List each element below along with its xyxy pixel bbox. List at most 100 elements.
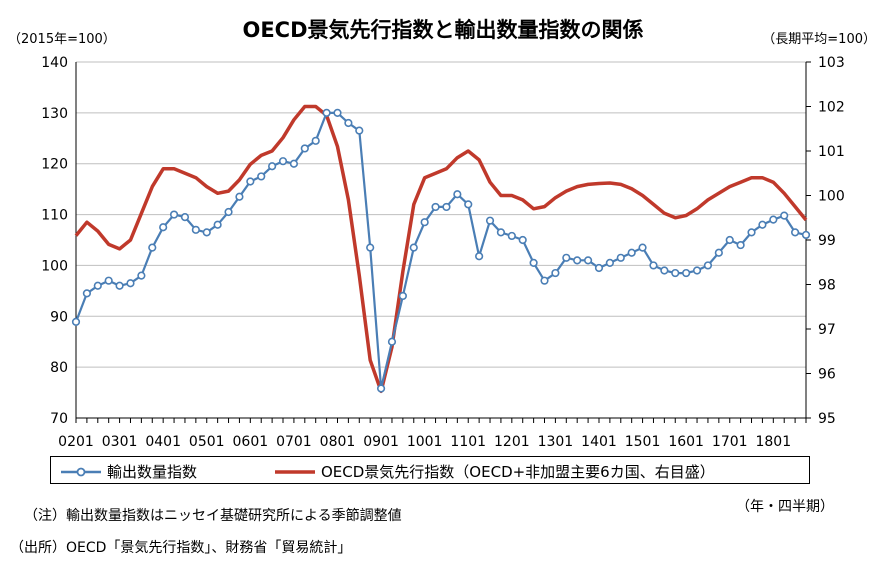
data-point-export (366, 243, 375, 252)
data-point-export (562, 253, 571, 262)
data-point-export (82, 289, 91, 298)
x-tick-label: 0501 (189, 434, 225, 450)
left-tick-label: 80 (50, 360, 68, 376)
grid-lines (76, 61, 806, 419)
legend-swatch-cli (275, 469, 315, 474)
data-point-export (115, 281, 124, 290)
x-tick-label: 1201 (494, 434, 530, 450)
data-point-export (93, 281, 102, 290)
data-point-export (747, 228, 756, 237)
data-point-export (376, 384, 386, 393)
data-point-export (649, 261, 658, 270)
x-tick-label: 1401 (581, 434, 617, 450)
note-text: （注）輸出数量指数はニッセイ基礎研究所による季節調整値 (24, 508, 402, 524)
right-tick-label: 99 (818, 233, 836, 249)
legend-label-cli: OECD景気先行指数（OECD+非加盟主要6カ国、右目盛） (321, 463, 715, 481)
data-point-export (791, 228, 800, 237)
data-point-export (300, 144, 309, 153)
data-point-export (257, 172, 266, 181)
data-point-export (540, 276, 549, 285)
right-tick-label: 96 (818, 367, 836, 383)
data-point-export (137, 271, 146, 280)
data-point-export (322, 108, 331, 117)
data-point-export (660, 266, 669, 275)
right-tick-label: 95 (818, 411, 836, 427)
x-axis-unit: （年・四半期） (736, 499, 834, 515)
legend: 輸出数量指数 OECD景気先行指数（OECD+非加盟主要6カ国、右目盛） (50, 456, 810, 484)
data-point-export (224, 207, 233, 217)
data-point-export (725, 235, 734, 245)
data-point-export (464, 200, 473, 209)
data-point-export (507, 231, 516, 241)
data-point-export (671, 268, 680, 278)
data-point-export (616, 253, 625, 262)
x-tick-label: 1001 (407, 434, 443, 450)
source-text: （出所）OECD「景気先行指数」、財務省「貿易統計」 (10, 540, 352, 556)
left-tick-label: 110 (41, 208, 68, 224)
x-tick-label: 0201 (58, 434, 94, 450)
chart-plot: 70 80 90 100 110 120 130 140 95 96 97 98 99 100 101 102… (41, 55, 845, 450)
data-point-export (355, 126, 364, 135)
left-tick-label: 120 (41, 157, 68, 173)
data-point-export (431, 202, 440, 212)
data-point-export (518, 235, 527, 245)
chart-title: OECD景気先行指数と輸出数量指数の関係 (242, 18, 644, 42)
data-point-export (496, 228, 506, 237)
data-point-export (409, 243, 418, 252)
data-point-export (703, 261, 713, 270)
data-point-export (202, 228, 211, 237)
data-point-export (387, 337, 397, 346)
data-point-export (235, 192, 244, 201)
x-tick-label: 1801 (755, 434, 791, 450)
right-tick-label: 102 (818, 100, 845, 116)
x-tick-label: 1501 (625, 434, 661, 450)
x-tick-label: 0301 (102, 434, 138, 450)
data-point-export (289, 159, 299, 168)
data-point-export (758, 220, 767, 229)
right-tick-label: 97 (818, 322, 836, 338)
x-tick-label: 1301 (538, 434, 574, 450)
data-point-export (682, 268, 691, 278)
data-point-export (551, 268, 560, 278)
data-point-export (71, 317, 81, 326)
data-point-export (180, 213, 190, 222)
left-tick-label: 70 (50, 411, 68, 427)
data-point-export (420, 218, 429, 227)
data-point-export (769, 215, 778, 224)
left-tick-label: 100 (41, 258, 68, 274)
left-tick-label: 130 (41, 106, 68, 122)
data-point-export (278, 157, 288, 166)
x-tick-label: 0801 (320, 434, 356, 450)
data-point-export (333, 108, 342, 117)
x-tick-label: 0901 (363, 434, 399, 450)
data-point-export (780, 211, 789, 220)
data-point-export (159, 223, 168, 232)
data-point-export (627, 248, 636, 257)
data-point-export (692, 266, 702, 275)
data-point-export (268, 162, 277, 171)
x-tick-label: 0601 (233, 434, 269, 450)
x-tick-label: 0701 (276, 434, 312, 450)
right-tick-label: 103 (818, 55, 845, 71)
series-line-export (74, 111, 807, 390)
data-point-export (583, 256, 593, 265)
legend-item-cli: OECD景気先行指数（OECD+非加盟主要6カ国、右目盛） (273, 461, 715, 482)
data-point-export (573, 256, 582, 265)
legend-swatch-export (61, 467, 101, 476)
right-tick-label: 100 (818, 189, 845, 205)
left-tick-label: 90 (50, 309, 68, 325)
x-tick-label: 1601 (668, 434, 704, 450)
data-point-export (801, 230, 811, 240)
data-point-export (714, 248, 723, 257)
data-point-export (191, 225, 200, 234)
data-point-export (344, 118, 353, 128)
data-point-export (442, 202, 451, 212)
right-tick-label: 101 (818, 144, 845, 160)
data-point-export (594, 263, 604, 273)
data-point-export (311, 136, 320, 145)
data-point-export (638, 243, 647, 252)
data-point-export (453, 190, 462, 199)
x-tick-label: 1701 (712, 434, 748, 450)
data-point-export (475, 252, 484, 261)
left-tick-label: 140 (41, 55, 68, 71)
